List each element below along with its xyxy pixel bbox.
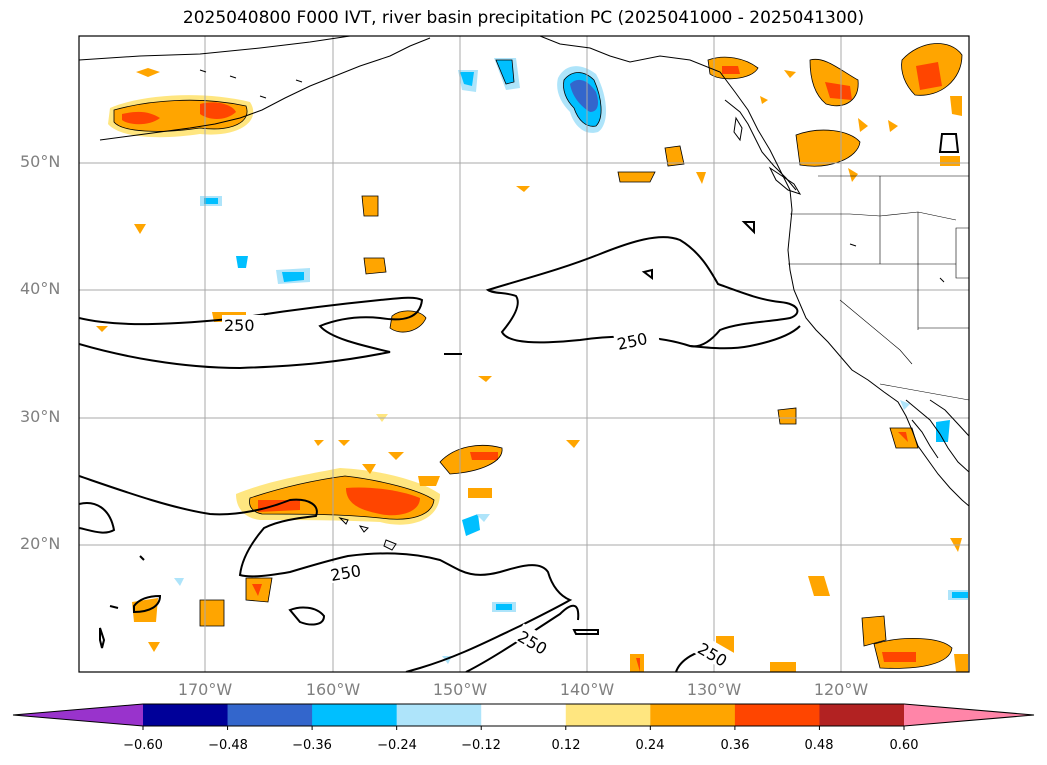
colorbar-tick: 0.36 (720, 738, 750, 753)
lat-label-20n: 20°N (20, 534, 61, 553)
colorbar-tick: 0.24 (635, 738, 665, 753)
map-area: 250 250 250 250 250 (79, 36, 969, 672)
political-borders (788, 175, 969, 401)
lon-label-120w: 120°W (813, 680, 869, 699)
lat-label-40n: 40°N (20, 279, 61, 298)
colorbar-segment (396, 704, 482, 726)
colorbar-segment (565, 704, 651, 726)
lon-label-130w: 130°W (686, 680, 742, 699)
precip-positive-shading (96, 43, 968, 672)
colorbar-segment (734, 704, 820, 726)
colorbar-tick: −0.24 (377, 738, 417, 753)
colorbar-segment (143, 704, 229, 726)
colorbar-tick: −0.12 (461, 738, 501, 753)
colorbar-tick: 0.60 (889, 738, 919, 753)
colorbar-tick: 0.12 (551, 738, 581, 753)
lon-label-150w: 150°W (432, 680, 488, 699)
colorbar-extend-low (13, 704, 143, 726)
colorbar (12, 703, 1035, 730)
colorbar-tick: −0.36 (292, 738, 332, 753)
colorbar-segment (650, 704, 736, 726)
lat-label-30n: 30°N (20, 407, 61, 426)
contour-label-1: 250 (224, 316, 255, 335)
colorbar-tick: −0.60 (123, 738, 163, 753)
lat-label-50n: 50°N (20, 152, 61, 171)
gridlines (79, 36, 969, 672)
colorbar-extend-high (904, 704, 1034, 726)
colorbar-segment (819, 704, 905, 726)
colorbar-segment (312, 704, 398, 726)
lon-label-160w: 160°W (305, 680, 361, 699)
lon-label-140w: 140°W (559, 680, 615, 699)
colorbar-segment (227, 704, 313, 726)
precip-negative-shading (174, 58, 968, 664)
colorbar-tick: −0.48 (208, 738, 248, 753)
map-frame (78, 35, 970, 673)
lon-label-170w: 170°W (177, 680, 233, 699)
coastlines (79, 36, 969, 551)
colorbar-tick: 0.48 (804, 738, 834, 753)
chart-title: 2025040800 F000 IVT, river basin precipi… (182, 8, 865, 28)
precip-contour-lines (113, 43, 963, 669)
colorbar-segment (481, 704, 567, 726)
